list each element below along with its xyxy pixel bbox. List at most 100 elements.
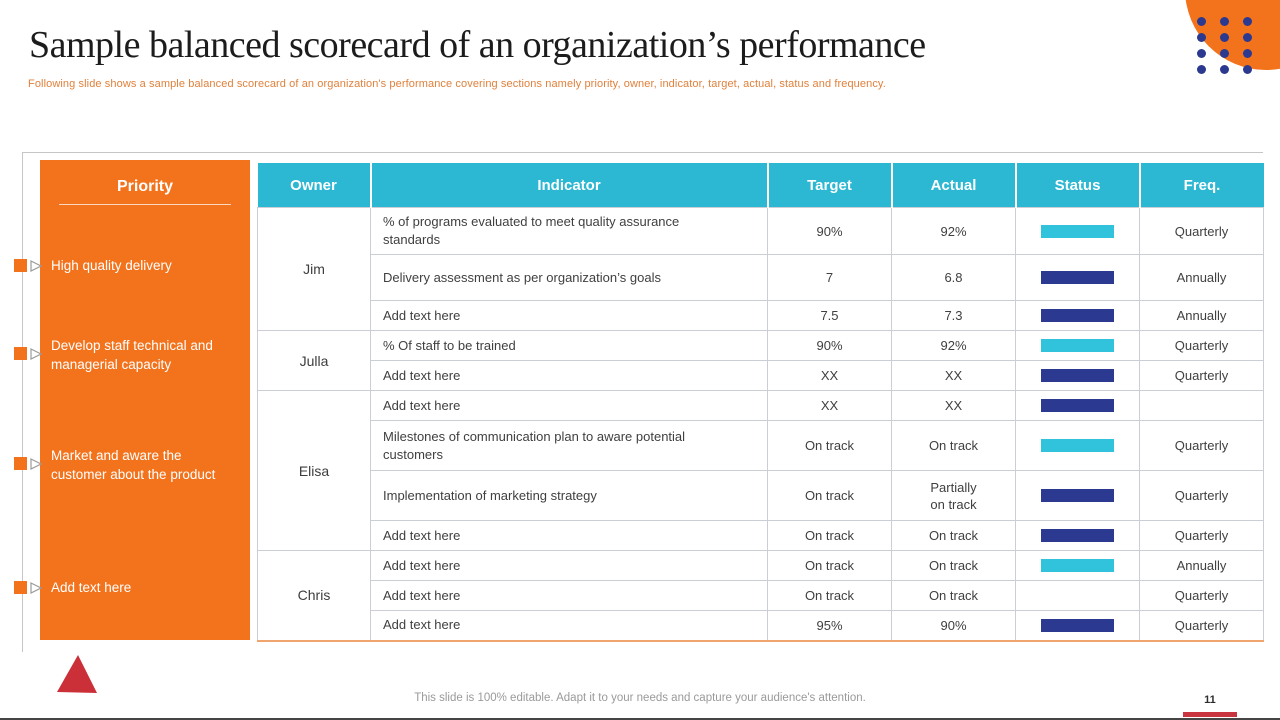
priority-item: High quality delivery	[51, 258, 172, 273]
table-row: Julla % Of staff to be trained 90% 92% Q…	[257, 330, 1264, 391]
table-row: Delivery assessment as per organization’…	[258, 254, 1264, 301]
actual-cell: 92%	[891, 207, 1016, 255]
triangle-decoration	[57, 655, 97, 693]
indicator-cell: Delivery assessment as per organization’…	[370, 254, 768, 301]
actual-cell: 6.8	[891, 254, 1016, 301]
target-cell: On track	[767, 420, 892, 471]
status-bar	[1041, 369, 1114, 382]
status-cell	[1015, 420, 1140, 471]
owner-cell: Elisa	[257, 390, 371, 551]
column-header-indicator: Indicator	[369, 163, 768, 208]
status-cell	[1015, 580, 1140, 611]
actual-cell: XX	[891, 390, 1016, 421]
freq-cell: Annually	[1139, 300, 1264, 331]
freq-cell: Quarterly	[1139, 580, 1264, 611]
priority-item: Add text here	[51, 580, 132, 595]
owner-cell: Julla	[257, 330, 371, 391]
bullet-square-icon	[14, 581, 27, 594]
table-row: Add text here XX XX Quarterly	[258, 360, 1264, 391]
freq-cell: Quarterly	[1139, 207, 1264, 255]
status-cell	[1015, 360, 1140, 391]
status-cell	[1015, 520, 1140, 551]
freq-cell: Quarterly	[1139, 360, 1264, 391]
indicator-cell: Add text here	[370, 550, 768, 581]
table-row: Add text here 95% 90% Quarterly	[258, 610, 1264, 641]
table-row: Add text here On track On track Quarterl…	[258, 520, 1264, 551]
indicator-cell: Milestones of communication plan to awar…	[370, 420, 768, 471]
indicator-cell: Implementation of marketing strategy	[370, 470, 768, 521]
target-cell: On track	[767, 550, 892, 581]
target-cell: 90%	[767, 330, 892, 361]
indicator-cell: Add text here	[370, 610, 768, 641]
status-bar	[1041, 271, 1114, 284]
actual-cell: 7.3	[891, 300, 1016, 331]
status-cell	[1015, 330, 1140, 361]
status-bar	[1041, 399, 1114, 412]
target-cell: On track	[767, 520, 892, 551]
indicator-cell: Add text here	[370, 580, 768, 611]
scorecard-table: Owner Indicator Target Actual Status Fre…	[257, 163, 1264, 642]
status-bar	[1041, 618, 1114, 632]
slide-subtitle: Following slide shows a sample balanced …	[28, 78, 886, 90]
status-cell	[1015, 300, 1140, 331]
table-row: Elisa Add text here XX XX	[257, 390, 1264, 551]
actual-cell: 92%	[891, 330, 1016, 361]
target-cell: 95%	[767, 610, 892, 641]
status-bar	[1041, 224, 1114, 238]
indicator-cell: % Of staff to be trained	[370, 330, 768, 361]
status-cell	[1015, 207, 1140, 255]
table-row: Jim % of programs evaluated to meet qual…	[257, 207, 1264, 331]
status-bar	[1041, 559, 1114, 572]
target-cell: XX	[767, 360, 892, 391]
actual-cell: XX	[891, 360, 1016, 391]
bullet-square-icon	[14, 457, 27, 470]
indicator-cell: Add text here	[370, 360, 768, 391]
column-header-target: Target	[766, 163, 892, 208]
dots-grid-icon	[1197, 17, 1252, 74]
indicator-cell: % of programs evaluated to meet quality …	[370, 207, 768, 255]
owner-cell: Jim	[257, 207, 371, 331]
bracket-line-horizontal	[22, 152, 1263, 153]
bullet-arrow-icon	[30, 260, 43, 272]
column-header-freq: Freq.	[1138, 163, 1264, 208]
bullet-arrow-icon	[30, 458, 43, 470]
status-bar	[1041, 529, 1114, 542]
bullet-arrow-icon	[30, 582, 43, 594]
target-cell: 7.5	[767, 300, 892, 331]
column-header-actual: Actual	[890, 163, 1016, 208]
page-number: 11	[1204, 694, 1216, 706]
indicator-cell: Add text here	[370, 520, 768, 551]
target-cell: 7	[767, 254, 892, 301]
priority-title-underline	[59, 204, 231, 205]
freq-cell: Quarterly	[1139, 520, 1264, 551]
actual-cell: 90%	[891, 610, 1016, 641]
actual-cell: Partially on track	[891, 470, 1016, 521]
actual-cell: On track	[891, 550, 1016, 581]
freq-cell: Quarterly	[1139, 420, 1264, 471]
freq-cell: Quarterly	[1139, 330, 1264, 361]
bullet-square-icon	[14, 259, 27, 272]
status-bar	[1041, 489, 1114, 502]
target-cell: On track	[767, 470, 892, 521]
column-header-owner: Owner	[257, 163, 371, 208]
status-bar	[1041, 309, 1114, 322]
priority-panel-title: Priority	[116, 178, 173, 195]
table-row: Implementation of marketing strategy On …	[258, 470, 1264, 521]
target-cell: On track	[767, 580, 892, 611]
page-number-accent-bar	[1183, 712, 1237, 717]
priority-item: Develop staff technical and managerial c…	[51, 338, 213, 372]
indicator-cell: Add text here	[370, 390, 768, 421]
bullet-square-icon	[14, 347, 27, 360]
status-bar	[1041, 439, 1114, 452]
freq-cell: Quarterly	[1139, 610, 1264, 641]
freq-cell: Annually	[1139, 550, 1264, 581]
actual-cell: On track	[891, 420, 1016, 471]
freq-cell: Annually	[1139, 254, 1264, 301]
table-header-row: Owner Indicator Target Actual Status Fre…	[257, 163, 1264, 208]
bracket-line-vertical	[22, 152, 23, 652]
bullet-arrow-icon	[30, 348, 43, 360]
actual-cell: On track	[891, 520, 1016, 551]
owner-cell: Chris	[257, 550, 371, 641]
status-cell	[1015, 390, 1140, 421]
